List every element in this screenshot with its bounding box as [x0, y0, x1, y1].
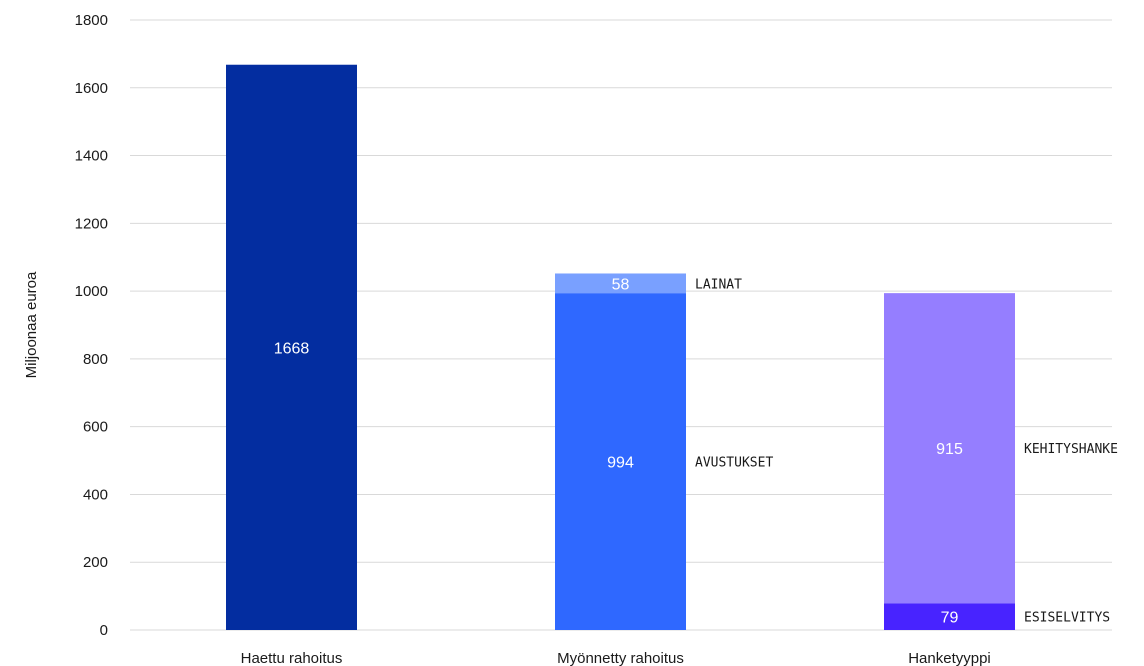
bar-segment — [884, 603, 1015, 630]
bar-segment — [226, 64, 357, 630]
y-tick-label: 1600 — [75, 80, 108, 97]
data-label: 79 — [941, 610, 959, 627]
bar-segment — [555, 293, 686, 630]
y-tick-label: 800 — [83, 351, 108, 368]
y-tick-label: 0 — [100, 622, 108, 639]
y-tick-label: 400 — [83, 486, 108, 503]
data-label: 58 — [612, 276, 630, 293]
x-category-label: Haettu rahoitus — [241, 650, 343, 666]
y-tick-label: 200 — [83, 554, 108, 571]
y-tick-label: 1200 — [75, 215, 108, 232]
segment-name-label: KEHITYSHANKE — [1024, 442, 1118, 457]
data-label: 994 — [607, 455, 634, 472]
data-label: 1668 — [274, 340, 310, 357]
x-axis-category-labels: Haettu rahoitus Myönnetty rahoitus Hankety… — [241, 650, 991, 666]
y-tick-label: 1000 — [75, 283, 108, 300]
bars: 1668 994 AVUSTUKSET 58 LAINAT 79 ESISELVITYS 91… — [226, 64, 1118, 630]
segment-name-label: LAINAT — [695, 277, 742, 292]
x-category-label: Myönnetty rahoitus — [557, 650, 684, 666]
segment-name-label: ESISELVITYS — [1024, 611, 1110, 626]
y-axis-title: Miljoonaa euroa — [23, 271, 40, 378]
y-tick-label: 1400 — [75, 148, 108, 165]
bar-segment — [884, 293, 1015, 604]
segment-name-label: AVUSTUKSET — [695, 456, 773, 471]
y-tick-label: 1800 — [75, 12, 108, 29]
data-label: 915 — [936, 441, 963, 458]
bar-segment — [555, 273, 686, 294]
y-axis-tick-labels: 0 200 400 600 800 1000 1200 1400 1600 1800 — [75, 12, 108, 639]
y-tick-label: 600 — [83, 419, 108, 436]
x-category-label: Hanketyyppi — [908, 650, 991, 666]
